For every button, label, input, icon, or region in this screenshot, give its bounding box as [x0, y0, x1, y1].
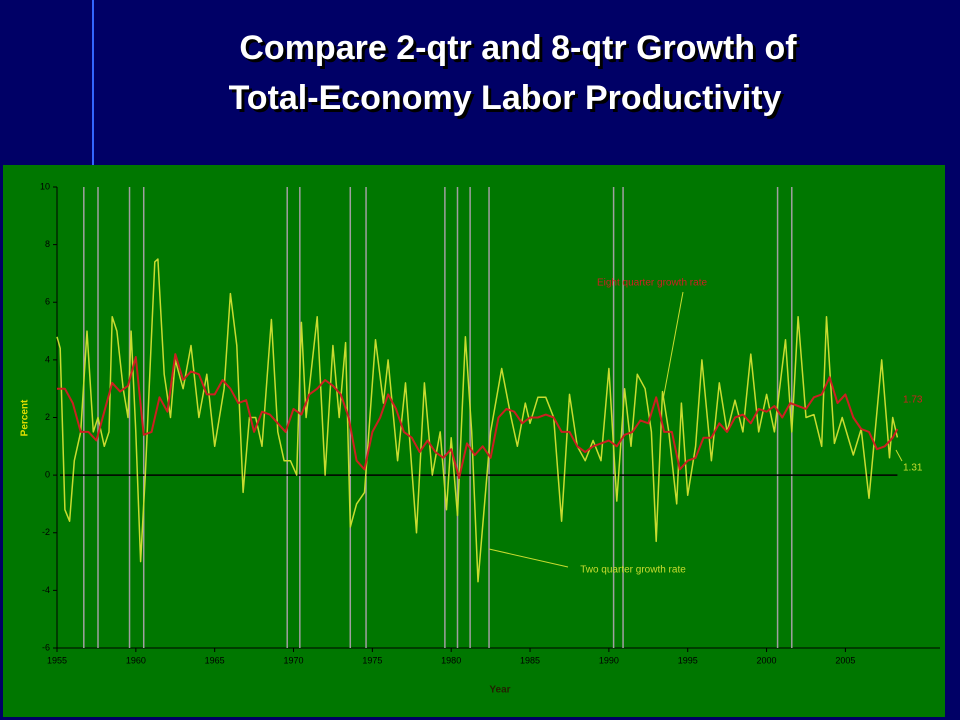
- x-tick-label: 1995: [678, 655, 698, 665]
- series-line: [56, 258, 899, 583]
- end-label: 1.73: [903, 395, 923, 406]
- y-tick-label: 8: [45, 239, 50, 249]
- title-line: Total-Economy Labor Productivity: [229, 79, 782, 117]
- x-tick-label: 1955: [47, 655, 67, 665]
- y-tick-label: 6: [45, 297, 50, 307]
- y-axis-label: Percent: [20, 399, 31, 436]
- plot-area: -6 -4 -2 0 2 4 6 8 10 1955 1960 1965 1970 1975 1980 198…: [40, 181, 940, 665]
- series-annotation: Two quarter growth rate: [580, 565, 686, 576]
- leader-line: [662, 291, 684, 401]
- series-annotation: Eight quarter growth rate: [597, 278, 707, 289]
- x-tick-label: 2000: [757, 655, 777, 665]
- x-tick-label: 1975: [362, 655, 382, 665]
- y-tick-label: -2: [42, 527, 50, 537]
- x-tick-label: 1970: [284, 655, 304, 665]
- chart-panel: [3, 165, 945, 717]
- series-line: [57, 353, 899, 479]
- x-tick-label: 1985: [520, 655, 540, 665]
- x-axis-label: Year: [489, 685, 510, 696]
- leader-line: [488, 548, 569, 568]
- end-label: 1.31: [903, 463, 923, 474]
- y-tick-label: 0: [45, 470, 50, 480]
- x-tick-label: 2005: [835, 655, 855, 665]
- y-tick-label: -4: [42, 585, 50, 595]
- x-tick-label: 1965: [205, 655, 225, 665]
- x-tick-label: 1980: [441, 655, 461, 665]
- y-tick-label: -6: [42, 642, 50, 652]
- x-tick-label: 1990: [599, 655, 619, 665]
- y-tick-label: 10: [40, 181, 50, 191]
- title-line: Compare 2-qtr and 8-qtr Growth of: [239, 29, 797, 67]
- y-tick-label: 2: [45, 412, 50, 422]
- leader-line: [895, 449, 903, 462]
- x-tick-label: 1960: [126, 655, 146, 665]
- y-tick-label: 4: [45, 354, 50, 364]
